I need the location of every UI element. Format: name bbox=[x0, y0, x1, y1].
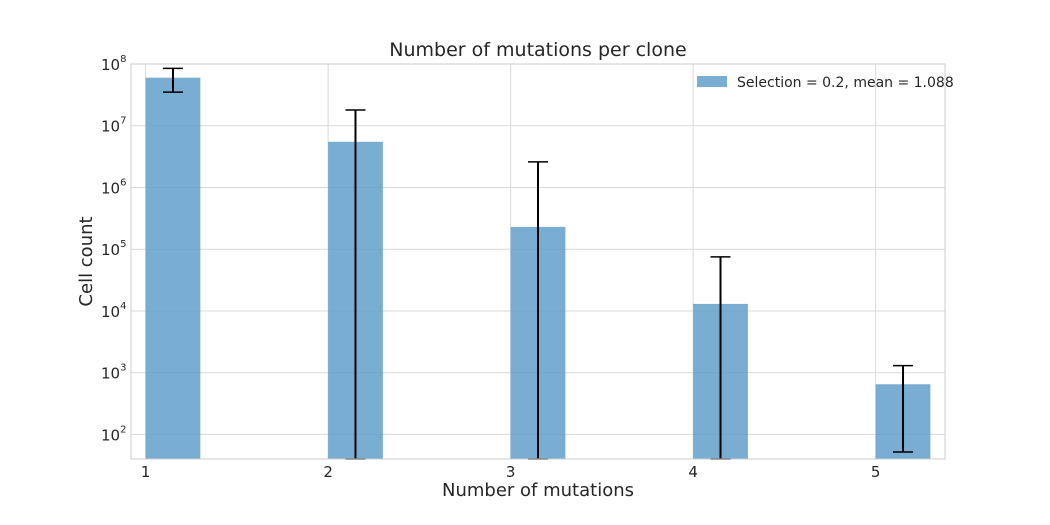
y-tick-labels: 102 103 104 105 106 107 108 bbox=[101, 54, 126, 444]
y-tick-1e5: 105 bbox=[101, 239, 126, 259]
x-tick-2: 2 bbox=[323, 463, 333, 481]
y-tick-1e8: 108 bbox=[101, 54, 126, 74]
chart-title: Number of mutations per clone bbox=[389, 39, 686, 61]
legend-entry: Selection = 0.2, mean = 1.088 bbox=[737, 75, 954, 91]
y-tick-1e4: 104 bbox=[101, 301, 126, 321]
x-tick-labels: 1 2 3 4 5 bbox=[141, 463, 881, 481]
x-tick-5: 5 bbox=[871, 463, 881, 481]
y-tick-1e2: 102 bbox=[101, 424, 126, 444]
y-tick-1e6: 106 bbox=[101, 177, 126, 197]
error-bar-5 bbox=[893, 364, 914, 453]
bar-1 bbox=[145, 77, 201, 460]
y-tick-1e7: 107 bbox=[101, 116, 126, 136]
y-tick-1e3: 103 bbox=[101, 363, 126, 383]
error-bars bbox=[162, 67, 914, 460]
error-bar-1 bbox=[162, 67, 183, 93]
x-axis-label: Number of mutations bbox=[442, 480, 634, 501]
legend: Selection = 0.2, mean = 1.088 bbox=[697, 75, 954, 91]
plot-frame bbox=[130, 63, 946, 460]
legend-swatch bbox=[697, 76, 727, 87]
x-tick-1: 1 bbox=[141, 463, 151, 481]
y-axis-label: Cell count bbox=[76, 216, 97, 306]
x-tick-3: 3 bbox=[506, 463, 516, 481]
x-tick-4: 4 bbox=[688, 463, 698, 481]
